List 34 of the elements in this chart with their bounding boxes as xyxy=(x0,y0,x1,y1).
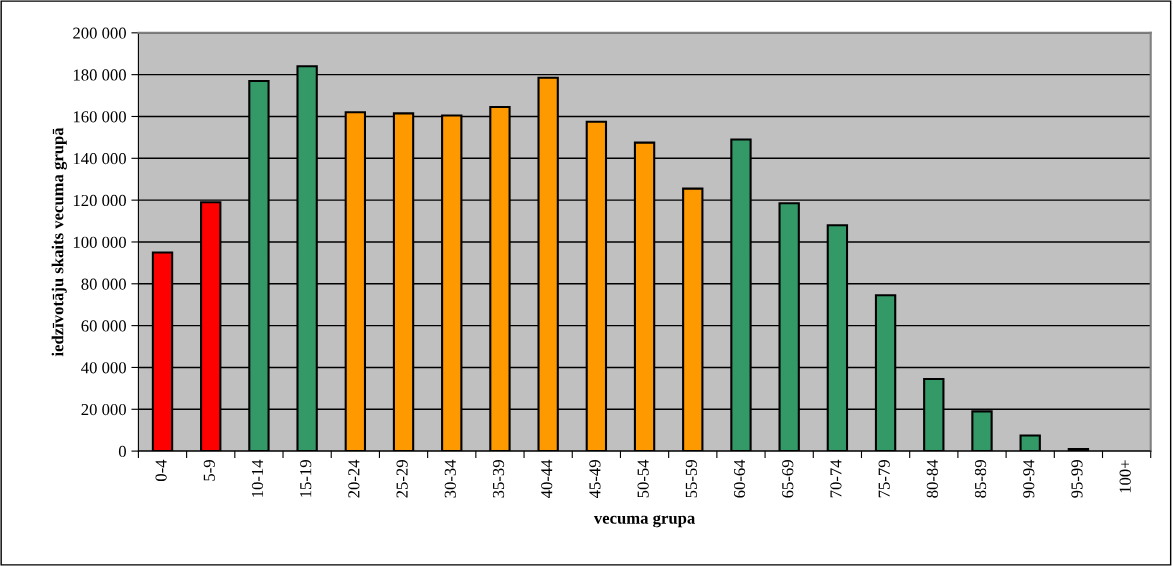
x-tick-label: 35-39 xyxy=(492,460,505,498)
y-tick-label: 100 000 xyxy=(73,236,126,248)
x-tick-label: 50-54 xyxy=(637,459,649,498)
x-tick-label: 0-4 xyxy=(155,459,167,482)
y-tick-label: 20 000 xyxy=(81,403,126,416)
x-tick-label: 90-94 xyxy=(1023,459,1035,498)
x-tick-label: 85-89 xyxy=(974,460,987,498)
y-tick-label: 80 000 xyxy=(81,278,126,290)
x-tick-label: 75-79 xyxy=(878,460,890,498)
y-tick-label: 120 000 xyxy=(73,194,126,207)
y-tick-label: 160 000 xyxy=(73,111,126,123)
x-tick-label: 20-24 xyxy=(348,459,360,498)
x-tick-label: 25-29 xyxy=(396,460,408,498)
x-tick-label: 70-74 xyxy=(830,459,842,498)
x-tick-label: 55-59 xyxy=(685,460,697,498)
x-tick-label: 95-99 xyxy=(1071,460,1083,498)
y-tick-label: 140 000 xyxy=(73,153,126,165)
x-tick-label: 5-9 xyxy=(203,460,215,481)
x-tick-label: 15-19 xyxy=(300,460,312,497)
y-tick-label: 200 000 xyxy=(73,27,126,39)
x-tick-label: 80-84 xyxy=(926,459,938,498)
x-tick-label: 60-64 xyxy=(733,459,746,498)
x-tick-label: 45-49 xyxy=(589,460,601,498)
x-tick-label: 65-69 xyxy=(782,460,794,498)
y-tick-label: 0 xyxy=(118,445,126,458)
x-tick-label: 10-14 xyxy=(251,459,264,497)
x-tick-label: 40-44 xyxy=(541,459,553,498)
x-axis-title: vecuma grupa xyxy=(593,515,695,528)
y-axis-title: iedzīvotāju skaits vecuma grupā xyxy=(51,127,67,357)
x-tick-label: 100+ xyxy=(1119,460,1131,493)
x-tick-label: 30-34 xyxy=(444,459,456,498)
y-tick-label: 60 000 xyxy=(81,320,126,332)
y-tick-label: 180 000 xyxy=(73,69,126,81)
y-tick-label: 40 000 xyxy=(81,362,126,374)
